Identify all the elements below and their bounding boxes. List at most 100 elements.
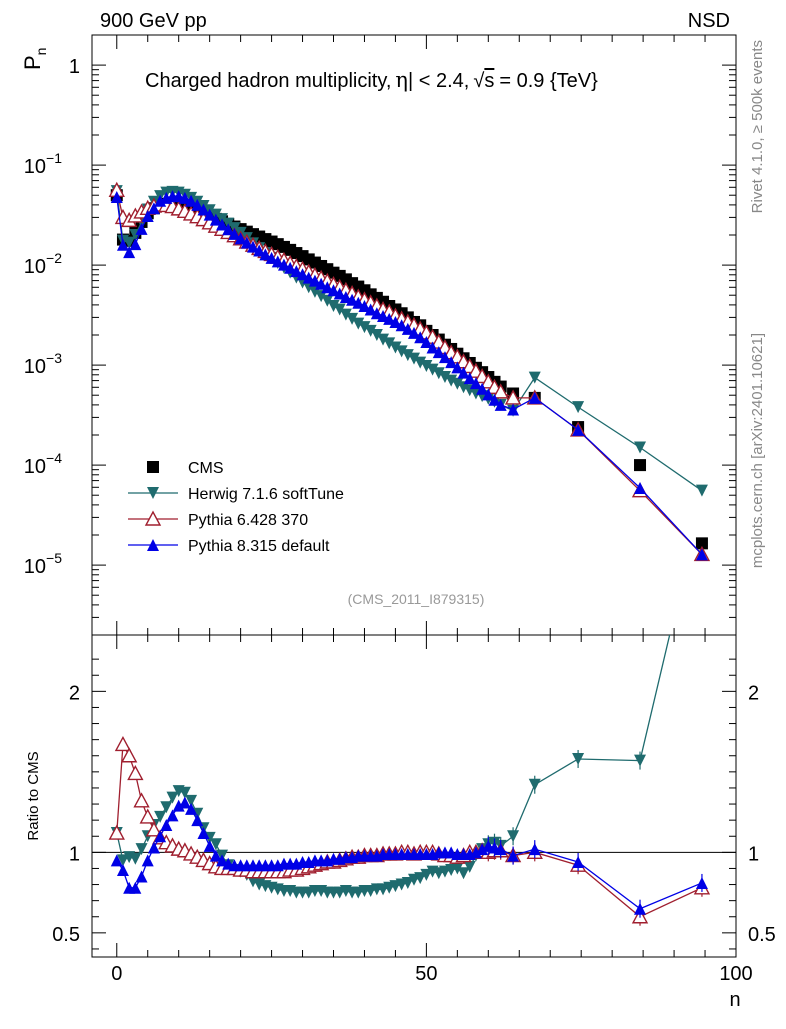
point-pythia8 xyxy=(178,191,191,204)
ratio-point-pythia8 xyxy=(141,854,154,867)
point-herwig xyxy=(395,345,408,358)
ratio-series-pythia6 xyxy=(108,736,711,926)
ratio-point-pythia8 xyxy=(476,843,489,856)
ratio-point-herwig xyxy=(154,810,167,823)
point-pythia8 xyxy=(315,277,328,290)
point-pythia8 xyxy=(253,244,266,257)
y-tick-label: 1 xyxy=(69,56,80,78)
ratio-point-pythia8 xyxy=(178,796,191,809)
legend: CMS Herwig 7.1.6 softTune Pythia 6.428 370… xyxy=(128,460,344,555)
ratio-point-herwig xyxy=(178,786,191,799)
point-herwig xyxy=(321,294,334,307)
legend-marker-cms xyxy=(147,461,159,473)
point-cms xyxy=(695,537,708,550)
series-line-herwig xyxy=(116,190,703,492)
legend-item-cms: CMS xyxy=(147,460,224,477)
x-tick-label: 0 xyxy=(111,963,122,985)
ratio-point-pythia6 xyxy=(120,747,138,763)
point-pythia8 xyxy=(284,261,297,274)
ratio-point-pythia8 xyxy=(135,870,148,883)
legend-label-pythia6: Pythia 6.428 370 xyxy=(188,512,308,529)
ratio-y-tick-label-right: 0.5 xyxy=(748,924,776,946)
x-tick-label: 100 xyxy=(719,963,752,985)
ratio-y-tick-label-right: 1 xyxy=(748,843,759,865)
ratio-point-herwig xyxy=(401,876,414,889)
point-pythia8 xyxy=(469,377,482,390)
point-herwig xyxy=(408,352,420,365)
point-herwig xyxy=(346,312,359,325)
point-pythia8 xyxy=(494,398,507,411)
point-pythia8 xyxy=(271,255,284,268)
ratio-point-pythia8 xyxy=(154,830,167,843)
point-pythia8 xyxy=(370,307,383,320)
mcplots-label: mcplots.cern.ch [arXiv:2401.10621] xyxy=(749,333,766,568)
ratio-point-pythia8 xyxy=(166,809,179,822)
ratio-point-pythia8 xyxy=(695,876,708,889)
y-tick-label: 10−1 xyxy=(24,150,62,178)
point-pythia8 xyxy=(507,403,520,416)
ratio-point-pythia8 xyxy=(160,818,173,831)
point-herwig xyxy=(333,303,346,316)
point-herwig xyxy=(370,329,383,341)
point-pythia8 xyxy=(308,274,321,287)
ratio-point-herwig xyxy=(116,854,129,867)
x-tick-label: 50 xyxy=(415,963,437,985)
point-herwig xyxy=(123,236,136,249)
ratio-y-tick-label-right: 2 xyxy=(748,682,759,704)
point-herwig xyxy=(445,374,458,387)
point-pythia8 xyxy=(383,312,396,325)
point-pythia8 xyxy=(135,222,148,235)
point-pythia8 xyxy=(420,336,433,349)
point-pythia8 xyxy=(240,236,253,249)
ratio-point-herwig xyxy=(507,830,520,843)
point-pythia8 xyxy=(408,326,420,339)
point-pythia8 xyxy=(129,238,142,251)
ratio-point-herwig xyxy=(166,791,179,804)
ratio-point-pythia8 xyxy=(172,799,185,812)
legend-label-pythia8: Pythia 8.315 default xyxy=(188,538,330,555)
ratio-point-pythia6 xyxy=(145,821,163,837)
point-cms xyxy=(634,459,647,472)
point-herwig xyxy=(438,371,451,384)
legend-marker-pythia6 xyxy=(144,510,162,526)
y-tick-label: 10−3 xyxy=(24,350,62,378)
main-title: Charged hadron multiplicity, η| < 2.4, √s =… xyxy=(145,68,598,92)
ratio-point-pythia6 xyxy=(133,792,150,808)
point-pythia8 xyxy=(277,258,290,271)
point-pythia8 xyxy=(110,190,123,203)
ratio-point-pythia8 xyxy=(507,849,520,862)
point-herwig xyxy=(426,363,439,376)
legend-marker-herwig xyxy=(147,487,159,499)
point-herwig xyxy=(451,377,464,390)
ratio-series xyxy=(108,635,711,926)
point-pythia8 xyxy=(327,284,340,297)
point-pythia8 xyxy=(321,281,334,294)
ratio-point-pythia8 xyxy=(216,854,229,867)
series-herwig xyxy=(110,185,708,497)
header-right: NSD xyxy=(688,10,730,32)
point-pythia8 xyxy=(445,356,458,369)
ratio-point-herwig xyxy=(135,843,148,856)
point-herwig xyxy=(634,441,647,454)
point-pythia8 xyxy=(302,271,315,284)
point-pythia8 xyxy=(116,238,129,251)
point-pythia8 xyxy=(352,296,365,309)
ratio-frame xyxy=(91,634,737,958)
main-ylabel: Pn xyxy=(20,48,49,70)
ratio-point-pythia8 xyxy=(494,843,507,856)
point-pythia8 xyxy=(457,366,470,379)
ratio-point-pythia8 xyxy=(209,849,222,862)
ratio-point-pythia8 xyxy=(116,864,129,877)
point-pythia6 xyxy=(492,383,509,399)
point-herwig xyxy=(339,308,352,321)
point-pythia8 xyxy=(209,213,222,226)
point-pythia8 xyxy=(432,346,445,359)
ratio-point-pythia8 xyxy=(572,856,585,869)
point-pythia8 xyxy=(572,423,585,436)
rivet-label: Rivet 4.1.0, ≥ 500k events xyxy=(749,40,766,213)
point-pythia8 xyxy=(339,290,352,303)
ratio-point-pythia8 xyxy=(110,854,123,867)
ratio-point-herwig xyxy=(572,752,585,765)
ratio-point-pythia8 xyxy=(191,814,204,827)
point-herwig xyxy=(420,359,433,372)
